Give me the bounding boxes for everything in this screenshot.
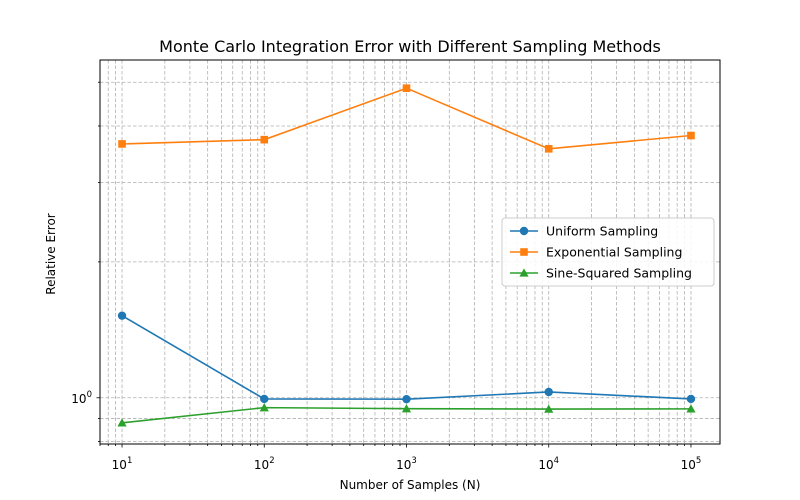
grid — [99, 60, 720, 444]
plot-frame — [99, 59, 721, 445]
data-point — [544, 387, 553, 397]
data-point — [686, 394, 696, 404]
x-axis-title: Number of Samples (N) — [340, 478, 481, 492]
legend-marker — [519, 268, 529, 277]
data-point — [544, 404, 554, 413]
legend-item: Uniform Sampling — [510, 224, 658, 239]
data-point — [544, 145, 553, 153]
x-tick-label: 101 — [112, 456, 133, 472]
chart-title: Monte Carlo Integration Error with Diffe… — [159, 37, 661, 56]
y-axis-title: Relative Error — [44, 213, 58, 295]
x-tick-label-exponent: 3 — [411, 456, 416, 466]
legend-label: Exponential Sampling — [546, 245, 682, 260]
x-tick-label: 103 — [396, 456, 417, 472]
y-tick-label-base: 10 — [71, 392, 86, 406]
legend-marker — [520, 248, 528, 256]
x-tick-label-base: 10 — [538, 458, 553, 472]
data-point — [117, 311, 127, 320]
x-tick-label-exponent: 2 — [269, 456, 274, 466]
x-tick-label-base: 10 — [396, 458, 411, 472]
series-square — [118, 84, 695, 153]
legend-label: Uniform Sampling — [546, 224, 658, 239]
data-point — [259, 403, 269, 412]
legend-marker — [519, 226, 529, 236]
legend: Uniform Sampling Exponential Sampling Sine… — [501, 217, 715, 287]
legend-box — [501, 217, 715, 287]
series-triangle — [117, 403, 696, 427]
x-tick-label-exponent: 4 — [554, 456, 559, 466]
data-point — [402, 394, 411, 404]
y-tick-label: 100 — [71, 390, 92, 406]
data-point — [401, 404, 412, 413]
legend-label: Sine-Squared Sampling — [546, 266, 692, 281]
data-point — [260, 135, 269, 144]
x-tick-label: 104 — [538, 456, 559, 472]
x-tick-label-exponent: 5 — [696, 456, 701, 466]
x-tick-label-base: 10 — [112, 458, 127, 472]
x-tick-label: 105 — [681, 456, 702, 472]
data-point — [686, 404, 696, 413]
data-point — [260, 394, 269, 404]
x-tick-label-base: 10 — [681, 458, 696, 472]
series-layer — [117, 84, 696, 427]
legend-item: Sine-Squared Sampling — [510, 266, 692, 281]
data-point — [117, 418, 127, 427]
x-tick-label: 102 — [254, 456, 275, 472]
legend-item: Exponential Sampling — [510, 245, 682, 260]
data-point — [118, 140, 126, 148]
x-tick-label-exponent: 1 — [127, 456, 132, 466]
y-tick-label-exponent: 0 — [87, 390, 92, 400]
data-point — [687, 131, 695, 140]
data-point — [402, 84, 411, 92]
series-circle — [117, 311, 696, 404]
x-tick-label-base: 10 — [254, 458, 269, 472]
